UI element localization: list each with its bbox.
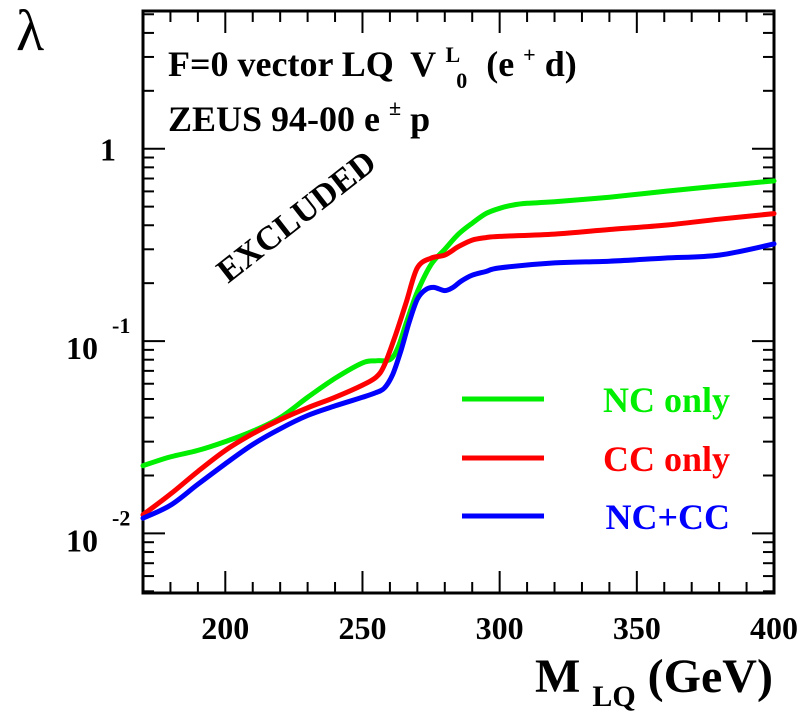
- x-tick-label: 300: [476, 610, 524, 646]
- chart-title-line1: F=0 vector LQ V L 0 (e + d): [168, 30, 577, 96]
- y-tick-label: 1: [100, 132, 116, 168]
- series-lines: [140, 178, 777, 521]
- legend-label-nc-cc: NC+CC: [605, 497, 730, 537]
- y-tick-labels: 1 10 -1 10 -2: [66, 132, 130, 559]
- legend-label-nc-only: NC only: [603, 380, 730, 420]
- legend-label-cc-only: CC only: [603, 439, 730, 479]
- chart-title-line2: ZEUS 94-00 e ± p: [168, 83, 430, 139]
- x-tick-label: 400: [750, 610, 798, 646]
- plot-frame: [141, 9, 776, 595]
- x-tick-label: 350: [613, 610, 661, 646]
- axis-ticks: [143, 11, 774, 593]
- x-tick-labels: 200 250 300 350 400: [201, 610, 798, 646]
- x-tick-label: 200: [201, 610, 249, 646]
- y-tick-label-exponent: -1: [112, 313, 130, 338]
- y-tick-label: 10: [66, 330, 98, 366]
- series-line-nc-cc: [140, 241, 777, 521]
- x-tick-label: 250: [338, 610, 386, 646]
- legend: NC only CC only NC+CC: [462, 380, 730, 537]
- series-line-cc-only: [140, 211, 777, 518]
- y-axis-label: λ: [16, 0, 44, 63]
- x-axis-label: M LQ (GeV): [535, 650, 773, 712]
- y-tick-label-exponent: -2: [112, 505, 130, 530]
- y-tick-label: 10: [66, 522, 98, 558]
